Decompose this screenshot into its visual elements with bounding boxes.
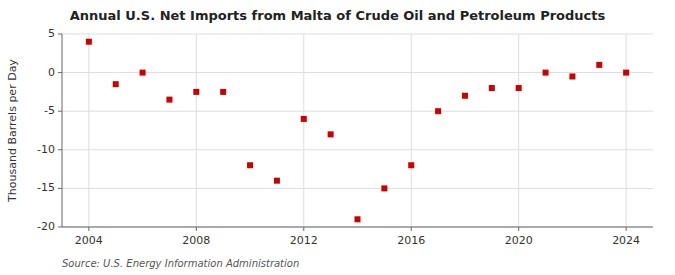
y-tick — [58, 227, 62, 228]
y-axis-line — [62, 34, 63, 227]
y-tick-label: -5 — [44, 104, 55, 117]
x-tick — [303, 227, 304, 231]
y-tick-label: -15 — [37, 181, 55, 194]
point — [140, 70, 146, 76]
y-tick-label: 0 — [48, 66, 55, 79]
grid-line-y — [62, 34, 653, 35]
point — [328, 131, 334, 137]
point — [247, 162, 253, 168]
x-tick — [411, 227, 412, 231]
point — [355, 216, 361, 222]
grid-line-x — [303, 34, 304, 227]
x-tick-label: 2012 — [290, 234, 318, 247]
point — [623, 70, 629, 76]
points — [86, 39, 629, 223]
point — [543, 70, 549, 76]
grid-line-y — [62, 227, 653, 228]
grid-line-x — [518, 34, 519, 227]
y-axis-label: Thousand Barrels per Day — [6, 59, 19, 203]
chart-container: -20 -15 -10 -5 0 5 2004 2008 2012 2016 2020 2024 Ann… — [0, 0, 675, 275]
point — [381, 185, 387, 191]
y-tick-label: -20 — [37, 220, 55, 233]
x-tick — [626, 227, 627, 231]
grid-line-y — [62, 72, 653, 73]
chart-svg: -20 -15 -10 -5 0 5 2004 2008 2012 2016 2020 2024 Ann… — [0, 0, 675, 275]
x-tick-label: 2008 — [182, 234, 210, 247]
y-tick — [58, 72, 62, 73]
x-tick-label: 2020 — [505, 234, 533, 247]
grid-line-x — [411, 34, 412, 227]
grid — [62, 34, 653, 227]
point — [435, 108, 441, 114]
point — [569, 73, 575, 79]
point — [193, 89, 199, 95]
x-tick-label: 2024 — [612, 234, 640, 247]
grid-line-x — [196, 34, 197, 227]
point — [301, 116, 307, 122]
grid-line-y — [62, 111, 653, 112]
background — [0, 0, 675, 275]
y-tick — [58, 188, 62, 189]
grid-line-y — [62, 149, 653, 150]
axes: -20 -15 -10 -5 0 5 2004 2008 2012 2016 2020 2024 — [37, 27, 653, 247]
y-tick-label: -10 — [37, 143, 55, 156]
point — [596, 62, 602, 68]
y-tick — [58, 111, 62, 112]
point — [166, 97, 172, 103]
point — [489, 85, 495, 91]
y-tick — [58, 149, 62, 150]
point — [86, 39, 92, 45]
x-tick — [196, 227, 197, 231]
source-annotation: Source: U.S. Energy Information Administ… — [62, 258, 299, 269]
title: Annual U.S. Net Imports from Malta of Cr… — [70, 8, 606, 23]
y-tick — [58, 34, 62, 35]
x-tick — [518, 227, 519, 231]
point — [462, 93, 468, 99]
x-tick-label: 2016 — [397, 234, 425, 247]
grid-line-y — [62, 188, 653, 189]
point — [113, 81, 119, 87]
y-tick-label: 5 — [48, 27, 55, 40]
x-tick — [88, 227, 89, 231]
point — [408, 162, 414, 168]
x-tick-label: 2004 — [75, 234, 103, 247]
grid-line-x — [626, 34, 627, 227]
grid-line-x — [88, 34, 89, 227]
point — [220, 89, 226, 95]
point — [274, 178, 280, 184]
x-axis-line — [62, 227, 653, 228]
point — [516, 85, 522, 91]
